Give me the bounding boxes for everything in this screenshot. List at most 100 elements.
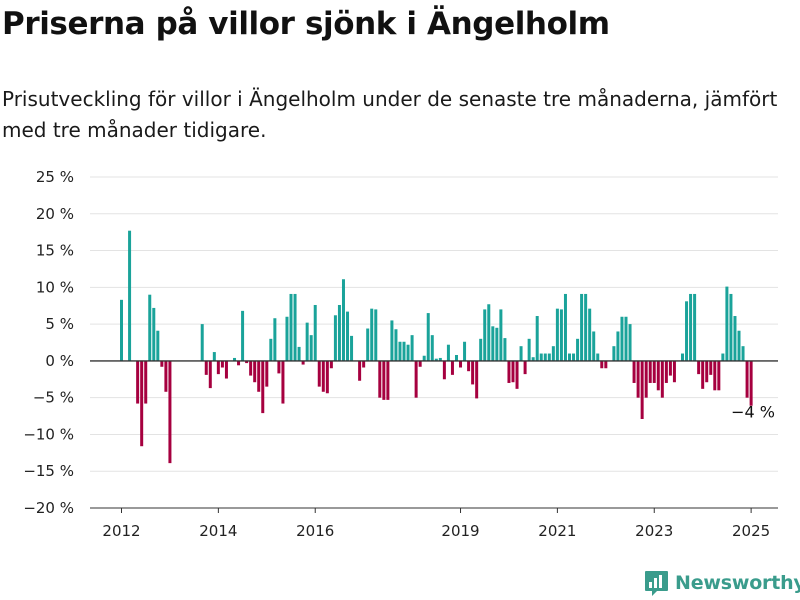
- x-axis-labels: 2012 2014 2016 2019 2021 2023 2025: [102, 508, 770, 540]
- bar: [204, 360, 208, 375]
- bar: [277, 360, 281, 374]
- bar: [305, 322, 309, 361]
- bar: [333, 315, 337, 361]
- bar: [442, 360, 446, 380]
- bar: [612, 346, 616, 361]
- bar: [531, 357, 535, 361]
- bar: [616, 331, 620, 361]
- newsworthy-logo: Newsworthy: [644, 568, 800, 598]
- bar: [422, 355, 426, 361]
- bar: [224, 360, 228, 379]
- bar: [503, 338, 507, 361]
- bar: [378, 360, 382, 398]
- bar: [140, 360, 144, 447]
- bar: [576, 338, 580, 361]
- bar: [588, 308, 592, 361]
- bar: [220, 360, 224, 368]
- bar: [697, 360, 701, 375]
- bar: [261, 360, 265, 414]
- bar: [681, 353, 684, 361]
- bar: [386, 360, 390, 400]
- bar: [269, 338, 273, 361]
- bar: [289, 293, 293, 361]
- bar: [499, 309, 503, 361]
- bar: [144, 360, 148, 404]
- bar: [475, 360, 479, 399]
- bar: [539, 353, 543, 361]
- bar: [237, 360, 241, 366]
- bar: [507, 360, 511, 383]
- bar: [660, 360, 664, 398]
- y-axis-labels: 25 % 20 % 15 % 10 % 5 % 0 % −5 % −10 % −15 % −20 …: [23, 168, 74, 517]
- bar: [293, 293, 297, 361]
- bar: [128, 230, 132, 361]
- x-tick-label: 2016: [296, 522, 334, 540]
- bar: [394, 329, 398, 361]
- bar: [297, 346, 301, 361]
- bar: [600, 360, 604, 369]
- bar: [535, 316, 539, 361]
- bar: [398, 341, 402, 361]
- bar: [362, 360, 366, 368]
- bar: [467, 360, 471, 372]
- bar: [495, 327, 499, 361]
- bar: [515, 360, 519, 389]
- bar: [265, 360, 269, 387]
- bar: [580, 293, 584, 361]
- bar: [273, 318, 277, 361]
- bar: [709, 360, 713, 375]
- bar: [596, 353, 600, 361]
- bar: [636, 360, 640, 398]
- bar: [620, 316, 624, 361]
- chart-title: Priserna på villor sjönk i Ängelholm: [2, 6, 610, 42]
- bar: [406, 344, 410, 361]
- bar: [632, 360, 636, 383]
- bar: [523, 360, 527, 375]
- bar: [693, 293, 697, 361]
- bar: [301, 360, 305, 365]
- bar: [152, 307, 156, 361]
- bar: [656, 360, 660, 391]
- y-tick-label: 15 %: [36, 242, 74, 260]
- bar: [555, 308, 559, 361]
- y-tick-label: 0 %: [45, 352, 74, 370]
- bar: [233, 357, 237, 361]
- bars: [120, 230, 753, 464]
- x-tick-label: 2014: [199, 522, 237, 540]
- bar: [337, 304, 341, 361]
- bar: [208, 360, 212, 389]
- bar: [374, 309, 378, 361]
- bar: [624, 316, 628, 361]
- brand-name: Newsworthy: [675, 572, 800, 594]
- bar: [592, 331, 596, 361]
- bar: [664, 360, 668, 383]
- bar: [551, 346, 555, 361]
- bar: [483, 309, 487, 361]
- bar: [245, 360, 249, 364]
- bar: [689, 293, 693, 361]
- bar: [713, 360, 717, 391]
- bar: [511, 360, 515, 383]
- bar: [572, 353, 576, 361]
- bar: [216, 360, 220, 375]
- bar: [721, 353, 725, 361]
- bar: [358, 360, 362, 381]
- bar: [241, 310, 245, 361]
- bar: [584, 293, 588, 361]
- bar: [729, 293, 733, 361]
- bar: [249, 360, 253, 376]
- x-tick-label: 2021: [538, 522, 576, 540]
- bar: [559, 309, 563, 361]
- bar: [313, 304, 317, 361]
- bar: [450, 360, 454, 375]
- x-tick-label: 2025: [732, 522, 770, 540]
- x-tick-label: 2012: [102, 522, 140, 540]
- bar: [487, 304, 491, 361]
- bar: [382, 360, 386, 400]
- x-tick-label: 2019: [441, 522, 479, 540]
- y-tick-label: 25 %: [36, 168, 74, 186]
- bar: [329, 360, 333, 369]
- last-value-annotation: −4 %: [731, 402, 775, 421]
- y-tick-label: 20 %: [36, 205, 74, 223]
